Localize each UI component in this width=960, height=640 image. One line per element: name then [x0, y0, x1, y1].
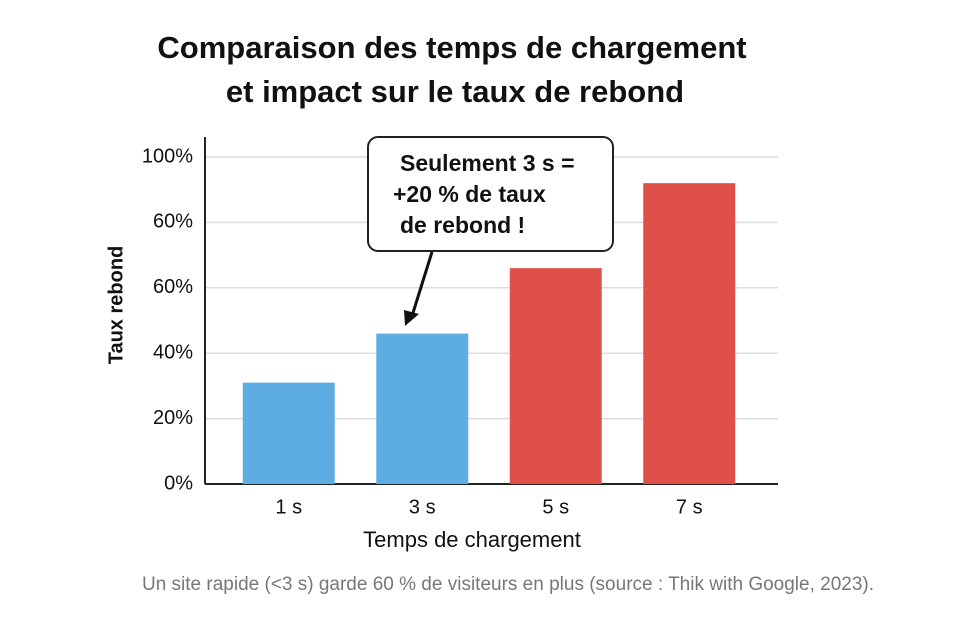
bar [509, 268, 602, 484]
x-tick-label: 5 s [542, 496, 569, 518]
x-tick-label: 1 s [275, 496, 302, 518]
annotation: Seulement 3 s = +20 % de taux de rebond … [367, 136, 614, 326]
y-tick-label: 60% [153, 211, 193, 233]
y-tick-label: 40% [153, 341, 193, 363]
annotation-text: +20 % de taux [393, 181, 546, 207]
footnote: Un site rapide (<3 s) garde 60 % de visi… [142, 574, 874, 595]
annotation-text: de rebond ! [400, 212, 525, 238]
bar [643, 183, 736, 484]
y-tick-label: 60% [153, 276, 193, 298]
y-tick-label: 100% [142, 145, 193, 167]
plot: 0% 20% 40% 60% 60% 100% 1 s 3 s 5 s 7 s [142, 137, 778, 518]
annotation-text: Seulement 3 s = [400, 150, 575, 176]
x-tick-label: 3 s [409, 496, 436, 518]
annotation-box [367, 136, 614, 252]
y-axis-label: Taux rebond [105, 246, 127, 365]
bar [242, 382, 335, 484]
y-tick-label: 0% [164, 472, 193, 494]
x-tick-label: 7 s [676, 496, 703, 518]
x-axis-label: Temps de chargement [363, 527, 581, 552]
annotation-arrowhead [404, 310, 419, 326]
chart-title: Comparaison des temps de chargement [157, 30, 746, 65]
y-tick-label: 20% [153, 407, 193, 429]
bar [376, 333, 469, 484]
chart-title: et impact sur le taux de rebond [226, 74, 684, 109]
annotation-arrow [410, 251, 434, 317]
